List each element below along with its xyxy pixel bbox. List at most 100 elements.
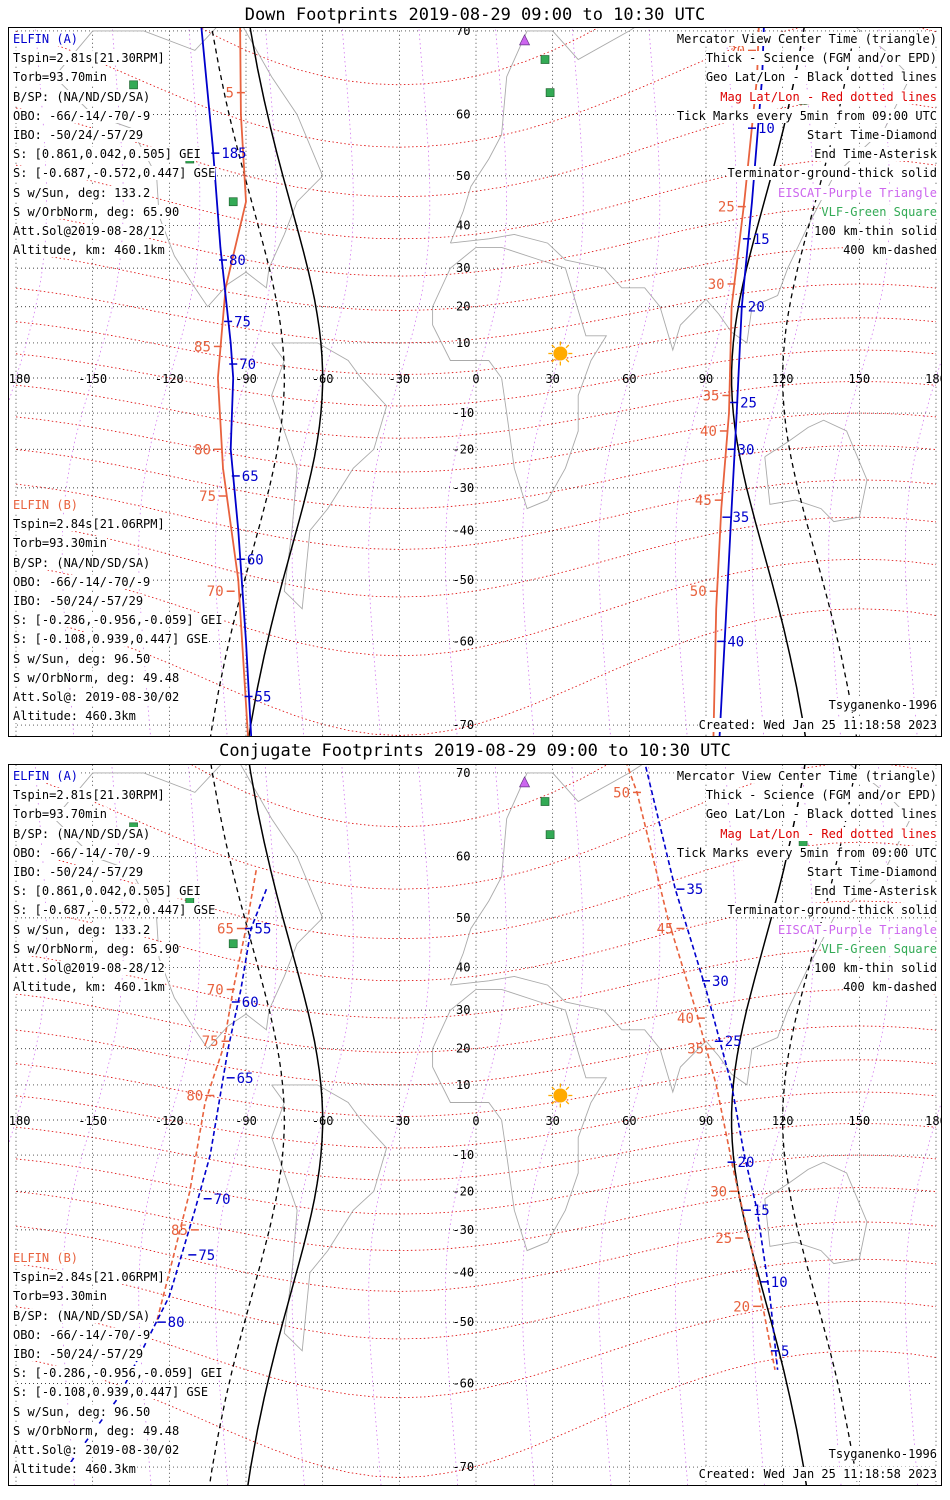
mag-lat-line [15,1123,937,1181]
lat-axis-label: -60 [452,634,474,648]
lon-axis-label: 120 [772,372,794,386]
lon-axis-label: 90 [699,1114,713,1128]
mag-lat-line [200,28,599,86]
legend-item: Tick Marks every 5min from 09:00 UTC [676,108,937,123]
elfin-a-east-tick-label: 30 [738,442,755,458]
terminator-east [730,28,807,736]
sun-ray [551,358,556,363]
lat-axis-label: -50 [452,1315,474,1329]
lon-axis-label: 30 [545,372,559,386]
legend-item: 100 km-thin solid [814,224,937,238]
elfin-a-west-tick-label: 65 [237,1071,254,1087]
elfin-b-west-tick-label: 75 [199,489,216,505]
elfin-a-name: ELFIN (A) [13,769,79,783]
legend-item: Mag Lat/Lon - Red dotted lines [720,89,937,104]
lat-axis-label: -20 [452,442,474,456]
mag-lat-line [15,1025,937,1086]
elfin-b-west-tick-label: 70 [207,982,224,998]
lon-axis-label: -90 [235,372,257,386]
legend-item: Mag Lat/Lon - Red dotted lines [720,826,937,841]
legend-item: Geo Lat/Lon - Black dotted lines [705,807,937,822]
mag-lat-line [15,1187,937,1252]
elfin-a-info-line: Altitude, km: 460.1km [13,980,165,995]
elfin-b-west-tick-label: 85 [171,1223,188,1239]
elfin-a-info-line: S: [0.861,0.042,0.505] GEI [13,147,201,162]
elfin-a-info-line: B/SP: (NA/ND/SD/SA) [13,826,151,841]
model-label: Tsyganenko-1996 [828,698,937,712]
mag-lat-line [15,317,937,375]
lat-axis-label: 30 [456,1003,470,1017]
mag-lon-line [521,28,584,736]
elfin-a-info-line: Tspin=2.81s[21.30RPM] [13,51,165,66]
elfin-b-info-line: Att.Sol@: 2019-08-30/02 [13,1443,180,1457]
lon-axis-label: -180 [9,372,30,386]
elfin-a-info-line: S: [-0.687,-0.572,0.447] GSE [13,903,216,918]
lon-axis-label: 150 [848,372,870,386]
legend-item: 100 km-thin solid [814,961,937,975]
vlf-square-icon [540,55,550,64]
sun-ray [565,344,570,349]
elfin-a-track-west [200,28,253,736]
elfin-a-info-line: IBO: -50/24/-57/29 [13,128,144,142]
mag-lon-line [368,765,431,1485]
mag-lon-line [445,765,507,1485]
elfin-b-info-line: Tspin=2.84s[21.06RPM] [13,1270,165,1285]
elfin-b-west-tick-label: 80 [186,1089,203,1105]
mag-lat-line [15,445,937,510]
lon-axis-label: 60 [622,372,636,386]
legend-item: 400 km-dashed [843,243,937,258]
vlf-square-icon [129,80,138,90]
elfin-a-east-tick-label: 20 [748,300,765,316]
lon-axis-label: -60 [312,372,334,386]
legend-item: 400 km-dashed [843,980,937,995]
sun-ray [551,344,556,349]
legend-item: Mercator View Center Time (triangle) [676,32,937,46]
lon-axis-label: -90 [235,1114,257,1128]
terminator-west-400km [208,765,285,1485]
elfin-a-info-line: Torb=93.70min [13,70,107,85]
elfin-a-east-tick-label: 35 [686,882,703,898]
panel-title-down: Down Footprints 2019-08-29 09:00 to 10:3… [244,5,706,25]
legend-item: End Time-Asterisk [814,147,937,162]
created-timestamp: Created: Wed Jan 25 11:18:58 2023 [698,718,937,732]
legend-item: Thick - Science (FGM and/or EPD) [705,788,937,803]
vlf-square-icon [545,88,555,97]
elfin-a-east-tick-label: 20 [738,1155,755,1171]
elfin-b-info-line: Torb=93.30min [13,1289,107,1304]
lat-axis-label: 10 [456,1078,470,1092]
elfin-b-east-tick-label: 30 [710,1184,727,1200]
elfin-b-info-line: S: [-0.108,0.939,0.447] GSE [13,1385,209,1400]
lat-axis-label: -50 [452,573,474,587]
coastline [271,342,388,610]
elfin-a-info-line: S w/OrbNorm, deg: 65.90 [13,941,180,956]
mag-lon-line [9,28,47,403]
elfin-a-info-line: Altitude, km: 460.1km [13,243,165,258]
sun-icon [553,1088,568,1103]
mag-lat-line [15,479,937,550]
mag-lon-line [445,28,507,736]
lat-axis-label: -20 [452,1184,474,1198]
coastline [432,988,608,1252]
elfin-b-info-line: B/SP: (NA/ND/SD/SA) [13,555,151,570]
elfin-a-west-tick-label: 60 [242,995,259,1011]
elfin-b-east-tick-label: 30 [708,277,725,293]
mag-lon-line [521,765,584,1485]
mag-lat-line [15,283,937,344]
legend-item: Terminator-ground-thick solid [727,903,937,918]
elfin-a-east-tick-label: 10 [758,121,775,137]
elfin-b-info-line: Altitude: 460.3km [13,1462,136,1477]
coastline [53,28,324,308]
elfin-b-east-tick-label: 25 [718,200,735,216]
elfin-b-name: ELFIN (B) [13,498,79,512]
elfin-b-track-east [626,765,776,1370]
vlf-square-icon [545,830,555,839]
elfin-a-west-tick-label: 65 [242,469,259,485]
mag-lat-line [15,988,937,1053]
map-canvas-down: 1858075706560555858075706551015202530354… [9,28,941,736]
elfin-b-info-line: S w/OrbNorm, deg: 49.48 [13,1423,180,1438]
terminator-west-400km [209,28,285,736]
lon-axis-label: 180 [925,372,941,386]
elfin-a-east-tick-label: 35 [732,510,749,526]
lat-axis-label: 40 [456,960,470,974]
panel-title-conjugate: Conjugate Footprints 2019-08-29 09:00 to… [219,741,731,761]
